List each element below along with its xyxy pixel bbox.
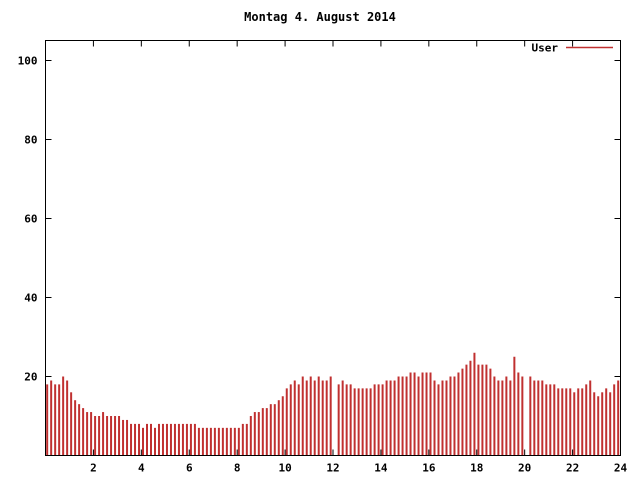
y-tick-label: 40: [24, 292, 37, 305]
y-tick-label: 80: [24, 134, 37, 147]
x-tick-label: 10: [278, 462, 291, 475]
y-tick-label: 60: [24, 213, 37, 226]
x-tick-label: 12: [326, 462, 339, 475]
x-tick-label: 14: [374, 462, 388, 475]
x-tick-label: 18: [470, 462, 483, 475]
x-tick-label: 4: [138, 462, 145, 475]
y-tick-label: 20: [24, 371, 37, 384]
legend: User: [532, 42, 613, 55]
x-tick-label: 6: [186, 462, 193, 475]
y-tick-label: 100: [18, 55, 38, 68]
x-tick-label: 16: [422, 462, 436, 475]
x-tick-label: 24: [614, 462, 628, 475]
x-tick-label: 22: [566, 462, 579, 475]
chart-title: Montag 4. August 2014: [244, 10, 396, 24]
x-tick-label: 8: [234, 462, 241, 475]
x-tick-label: 20: [518, 462, 531, 475]
legend-label: User: [532, 42, 559, 55]
x-tick-label: 2: [90, 462, 97, 475]
